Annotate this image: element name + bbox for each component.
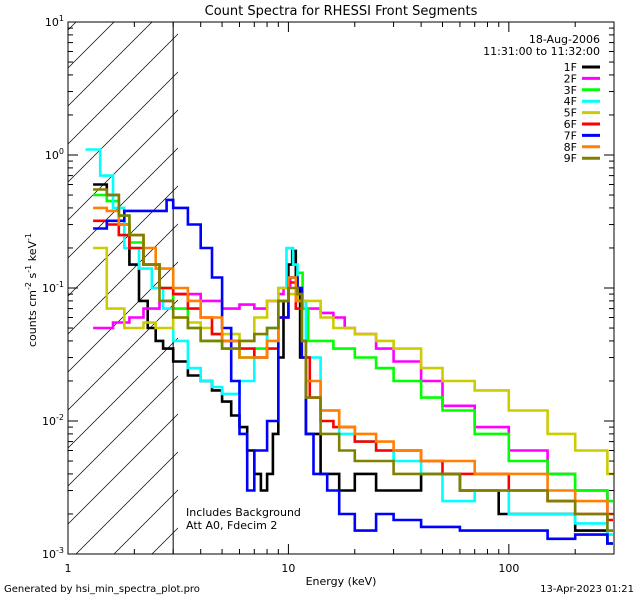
y-tick-label: 100 [45, 147, 64, 162]
series-line-8f [93, 206, 613, 516]
hatch-line [68, 413, 178, 525]
hatch-line [68, 375, 178, 487]
y-tick-label: 10-2 [42, 413, 64, 428]
legend-label: 3F [564, 84, 577, 97]
hatch-line [68, 261, 178, 373]
hatch-line [68, 71, 178, 183]
series-line-5f [93, 246, 613, 476]
y-tick-label: 10-3 [42, 546, 64, 561]
series-line-7f [93, 198, 613, 545]
hatch-line [68, 22, 77, 31]
observation-date: 18-Aug-2006 [529, 33, 600, 46]
hatch-line [266, 0, 640, 554]
hatch-line [68, 185, 178, 297]
x-axis-label: Energy (keV) [306, 575, 377, 588]
y-axis-label: counts cm-2 s-1 keV-1 [24, 233, 39, 347]
x-tick-label: 1 [65, 562, 72, 575]
series-line-1f [93, 183, 613, 545]
legend-label: 5F [564, 107, 577, 120]
hatch-line [68, 223, 178, 335]
series-line-2f [93, 276, 613, 516]
hatch-line [68, 22, 153, 107]
hatch-line [68, 147, 178, 259]
legend-label: 8F [564, 141, 577, 154]
attenuator-note: Att A0, Fdecim 2 [186, 519, 277, 532]
x-tick-label: 10 [281, 562, 295, 575]
hatch-line [68, 299, 178, 411]
x-tick-label: 100 [498, 562, 519, 575]
hatch-line [0, 0, 28, 554]
legend-label: 1F [564, 61, 577, 74]
series-line-9f [93, 188, 613, 532]
observation-time-range: 11:31:00 to 11:32:00 [483, 45, 600, 58]
legend-label: 6F [564, 118, 577, 131]
hatch-line [113, 489, 178, 554]
legend-label: 4F [564, 95, 577, 108]
y-tick-label: 101 [45, 14, 64, 29]
legend-label: 9F [564, 152, 577, 165]
legend-label: 7F [564, 129, 577, 142]
instrument-cutoff-hatch [0, 0, 640, 554]
hatch-line [75, 451, 178, 554]
background-note: Includes Background [186, 506, 301, 519]
y-tick-label: 10-1 [42, 280, 64, 295]
hatch-line [68, 33, 178, 145]
legend-label: 2F [564, 72, 577, 85]
chart-title: Count Spectra for RHESSI Front Segments [205, 4, 478, 19]
hatch-line [68, 109, 178, 221]
generator-credit: Generated by hsi_min_spectra_plot.pro [4, 584, 200, 595]
series-line-4f [85, 148, 613, 536]
generation-timestamp: 13-Apr-2023 01:21 [540, 584, 634, 595]
